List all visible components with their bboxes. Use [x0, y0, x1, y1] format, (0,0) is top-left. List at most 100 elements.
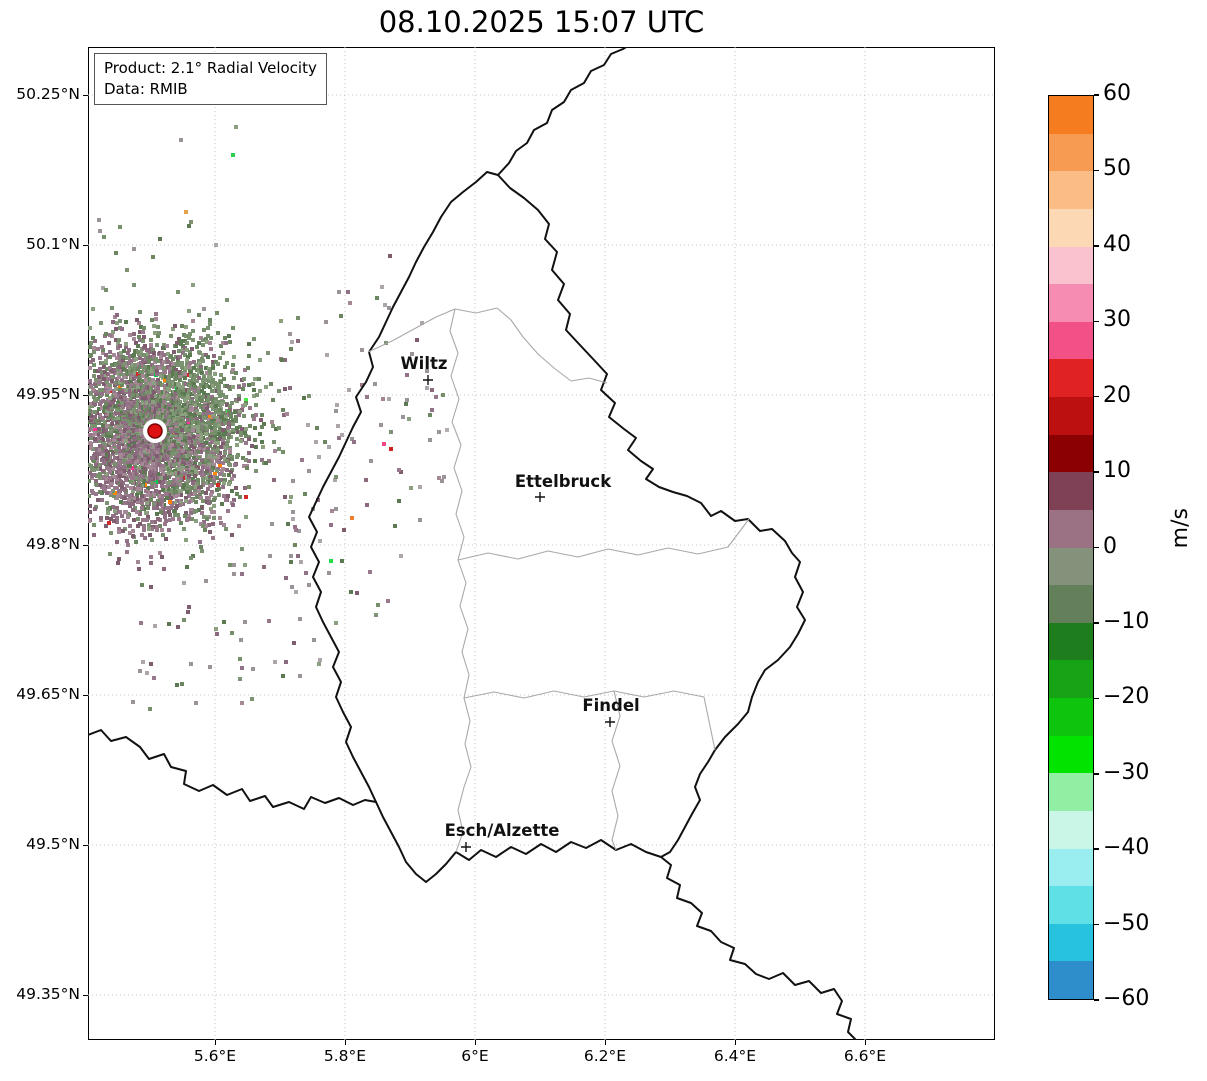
y-axis-tick-label: 49.8°N [26, 535, 80, 553]
x-axis-tick-label: 6.4°E [713, 1047, 757, 1065]
colorbar-segment [1049, 773, 1093, 811]
figure-title: 08.10.2025 15:07 UTC [378, 5, 705, 39]
colorbar-tick-label: −60 [1103, 986, 1150, 1011]
colorbar-segment [1049, 397, 1093, 435]
colorbar-tick-label: 30 [1103, 307, 1131, 333]
luxembourg-map: Wiltz Ettelbruck Findel Esch/Alzette [88, 47, 995, 1040]
colorbar-segment [1049, 246, 1093, 285]
colorbar-segment [1049, 509, 1093, 548]
colorbar-tick-label: 40 [1103, 231, 1131, 257]
colorbar-tick-label: 10 [1103, 458, 1131, 484]
x-axis-tick-label: 5.6°E [193, 1047, 237, 1065]
x-axis-tick-mark [344, 1040, 346, 1045]
colorbar-tick-mark [1094, 773, 1099, 775]
y-axis-tick-mark [83, 244, 88, 246]
gridlines [88, 47, 995, 1040]
data-source-line: Data: RMIB [104, 80, 188, 98]
y-axis-tick-mark [83, 994, 88, 996]
y-axis-tick-mark [83, 94, 88, 96]
colorbar-tick-mark [1094, 245, 1099, 247]
city-marker-findel: Findel [582, 696, 640, 727]
radar-velocity-field [88, 125, 449, 711]
x-axis-tick-mark [864, 1040, 866, 1045]
district-border-line [449, 308, 472, 853]
colorbar-tick-mark [1094, 923, 1099, 926]
y-axis-tick-mark [83, 844, 88, 846]
colorbar-segment [1049, 622, 1093, 661]
colorbar-tick-mark [1094, 169, 1099, 172]
colorbar-segment [1049, 735, 1093, 774]
x-axis-tick-label: 5.8°E [323, 1047, 367, 1065]
colorbar-tick-mark [1094, 622, 1099, 624]
colorbar-tick-mark [1094, 395, 1099, 398]
colorbar-segment [1049, 848, 1093, 887]
y-axis-tick-mark [83, 544, 88, 546]
city-cross-icon [535, 492, 545, 502]
y-axis-tick-label: 49.5°N [26, 835, 80, 853]
country-borders [88, 47, 858, 1040]
city-marker-wiltz: Wiltz [400, 354, 448, 385]
colorbar-segment [1049, 698, 1093, 736]
city-marker-esch-alzette: Esch/Alzette [445, 821, 560, 852]
colorbar-segment [1049, 585, 1093, 623]
colorbar-segment [1049, 886, 1093, 924]
district-border-line [457, 518, 750, 561]
x-axis-tick-mark [214, 1040, 216, 1045]
belgium-germany-border [497, 47, 629, 176]
colorbar-tick-label: −10 [1103, 608, 1150, 634]
city-label: Ettelbruck [515, 472, 612, 491]
luxembourg-border [308, 171, 806, 883]
colorbar-tick-mark [1094, 94, 1099, 96]
product-line: Product: 2.1° Radial Velocity [104, 59, 317, 77]
colorbar-tick-mark [1094, 848, 1099, 850]
city-cross-icon [423, 375, 433, 385]
colorbar-tick-label: −30 [1103, 759, 1150, 785]
x-axis-tick-label: 6.6°E [843, 1047, 887, 1065]
city-cross-icon [461, 842, 471, 852]
radar-site-dot [147, 423, 163, 439]
colorbar-tick-mark [1094, 471, 1099, 473]
city-label: Findel [582, 696, 639, 715]
district-border-line [611, 690, 621, 851]
colorbar-segment [1049, 96, 1093, 134]
colorbar-tick-label: 20 [1103, 382, 1131, 408]
colorbar-tick-mark [1094, 546, 1099, 549]
colorbar-segment [1049, 321, 1093, 360]
x-axis-tick-mark [604, 1040, 606, 1045]
colorbar-tick-label: −50 [1103, 910, 1150, 936]
colorbar-segment [1049, 923, 1093, 962]
district-border-line [463, 690, 716, 751]
colorbar-segment [1049, 208, 1093, 247]
belgium-france-border [88, 729, 377, 810]
district-border-line [367, 307, 608, 384]
map-plot-area [88, 47, 995, 1040]
city-marker-ettelbruck: Ettelbruck [515, 472, 612, 502]
colorbar-segment [1049, 171, 1093, 209]
city-label: Esch/Alzette [445, 821, 560, 840]
colorbar-segment [1049, 961, 1093, 999]
colorbar-segment [1049, 359, 1093, 397]
colorbar-tick-mark [1094, 697, 1099, 700]
city-cross-icon [605, 717, 615, 727]
france-germany-border [660, 856, 858, 1040]
colorbar-segment [1049, 472, 1093, 510]
colorbar-segment [1049, 660, 1093, 698]
product-info-box: Product: 2.1° Radial Velocity Data: RMIB [94, 53, 327, 105]
y-axis-tick-label: 49.35°N [16, 985, 80, 1003]
x-axis-tick-label: 6.2°E [583, 1047, 627, 1065]
radar-site-marker [143, 419, 167, 443]
city-label: Wiltz [400, 354, 447, 373]
velocity-colorbar [1048, 95, 1094, 1000]
colorbar-tick-label: 50 [1103, 156, 1131, 182]
colorbar-segment [1049, 284, 1093, 322]
colorbar-tick-mark [1094, 999, 1099, 1001]
colorbar-segment [1049, 547, 1093, 586]
colorbar-tick-label: −40 [1103, 835, 1150, 861]
y-axis-tick-mark [83, 394, 88, 396]
colorbar-segment [1049, 133, 1093, 172]
district-borders [367, 307, 750, 853]
colorbar-segment [1049, 434, 1093, 473]
x-axis-tick-mark [474, 1040, 476, 1045]
y-axis-tick-label: 50.25°N [16, 85, 80, 103]
